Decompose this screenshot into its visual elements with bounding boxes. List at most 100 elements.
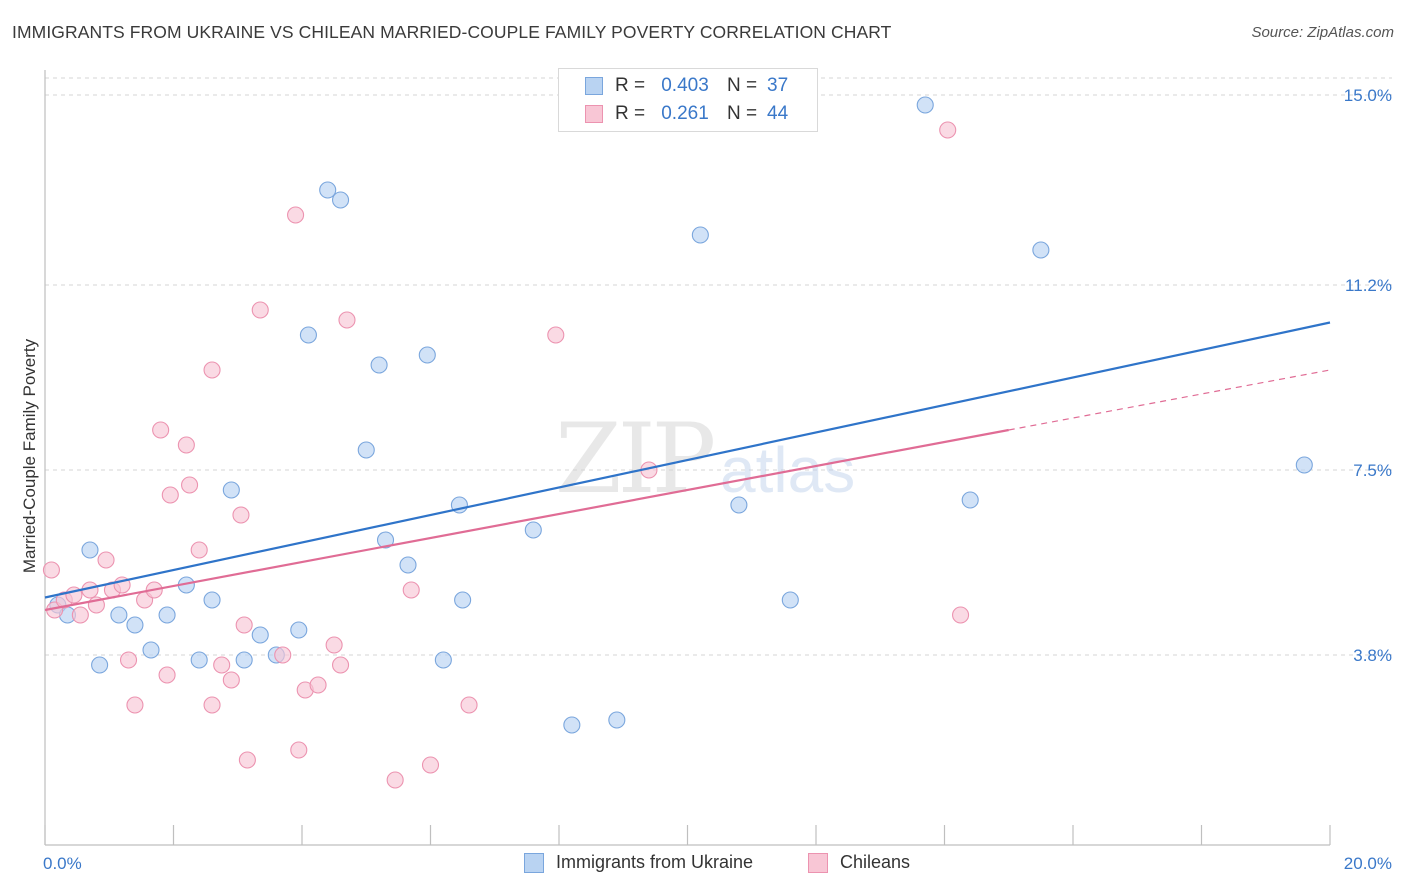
chile-point xyxy=(290,741,308,759)
chile-point xyxy=(119,651,138,669)
chile-point xyxy=(287,206,305,224)
y-tick-label: 11.2% xyxy=(1345,276,1392,295)
ukraine-point xyxy=(961,491,979,509)
x-tick-label: 0.0% xyxy=(43,854,82,873)
chile-point xyxy=(158,666,176,684)
chile-point xyxy=(232,506,250,524)
legend-r-value: 0.261 xyxy=(661,103,709,124)
chile-point xyxy=(203,361,221,379)
legend-swatch-chile xyxy=(585,105,603,123)
chile-point xyxy=(213,656,231,674)
chile-point xyxy=(309,676,327,694)
ukraine-point xyxy=(1295,456,1313,474)
y-tick-label: 7.5% xyxy=(1353,461,1392,480)
chile-trend-line xyxy=(44,428,1009,612)
ukraine-point xyxy=(158,606,176,624)
ukraine-point xyxy=(608,711,626,729)
chile-point xyxy=(42,561,60,579)
chile-point xyxy=(402,581,420,599)
chile-point xyxy=(952,606,970,624)
chile-point xyxy=(126,696,144,714)
legend-row-chile: R = 0.261 N = 44 xyxy=(559,100,788,128)
ukraine-point xyxy=(299,326,317,344)
chile-point xyxy=(190,541,208,559)
chile-point xyxy=(274,646,292,664)
ukraine-point xyxy=(126,616,144,634)
legend-r-label: R = xyxy=(615,75,646,96)
ukraine-point xyxy=(357,441,375,459)
watermark-atlas: atlas xyxy=(720,434,855,506)
legend-n-value: 37 xyxy=(767,75,789,96)
legend-n-value: 44 xyxy=(767,103,789,124)
ukraine-point xyxy=(331,191,350,209)
axes xyxy=(44,70,1331,846)
grid-lines xyxy=(45,77,1392,656)
x-tick-label: 20.0% xyxy=(1344,854,1392,873)
watermark: ZIP atlas xyxy=(555,403,855,515)
ukraine-point xyxy=(142,641,160,659)
chile-point xyxy=(939,121,957,139)
ukraine-point xyxy=(190,651,208,669)
chile-point xyxy=(235,616,253,634)
ukraine-point xyxy=(563,716,581,734)
ukraine-point xyxy=(691,226,709,244)
ukraine-point xyxy=(290,621,308,639)
chile-point xyxy=(203,696,221,714)
ukraine-point xyxy=(370,356,388,374)
legend-item-chile[interactable]: Chileans xyxy=(808,852,910,873)
legend-row-ukraine: R = 0.403 N = 37 xyxy=(559,72,788,100)
ukraine-trend-line xyxy=(44,321,1331,599)
ukraine-point xyxy=(203,591,221,609)
ukraine-point xyxy=(434,651,452,669)
legend-n-label: N = xyxy=(727,103,758,124)
ukraine-point xyxy=(418,346,436,364)
legend-n-label: N = xyxy=(727,75,758,96)
legend-r-label: R = xyxy=(615,103,646,124)
y-tick-label: 3.8% xyxy=(1353,646,1392,665)
ukraine-point xyxy=(81,541,99,559)
ukraine-point xyxy=(235,651,253,669)
chile-point xyxy=(181,476,199,494)
legend-r-value: 0.403 xyxy=(661,75,709,96)
tick-labels: 3.8% 7.5% 11.2% 15.0% 0.0% 20.0% xyxy=(43,86,1392,873)
legend-swatch-chile xyxy=(808,852,828,873)
ukraine-point xyxy=(781,591,799,609)
chile-point xyxy=(238,751,256,769)
chile-point xyxy=(386,771,404,789)
trend-lines xyxy=(44,321,1331,612)
chile-point xyxy=(222,671,240,689)
legend-swatch-ukraine xyxy=(524,852,544,873)
chile-point xyxy=(338,311,356,329)
ukraine-point xyxy=(319,181,337,199)
chile-point xyxy=(547,326,565,344)
chile-point xyxy=(460,696,478,714)
chile-point xyxy=(331,656,350,674)
data-points xyxy=(42,96,1313,789)
ukraine-point xyxy=(454,591,472,609)
y-axis-label: Married-Couple Family Poverty xyxy=(20,338,39,573)
legend-label-ukraine: Immigrants from Ukraine xyxy=(556,852,754,872)
legend-swatch-ukraine xyxy=(585,77,603,95)
chile-point xyxy=(161,486,179,504)
y-tick-label: 15.0% xyxy=(1344,86,1392,105)
chile-point xyxy=(421,756,440,774)
chile-point xyxy=(325,636,343,654)
ukraine-point xyxy=(376,531,395,549)
chart-source: Source: ZipAtlas.com xyxy=(1251,24,1394,41)
legend-series: Immigrants from Ukraine Chileans xyxy=(0,852,1406,878)
ukraine-point xyxy=(399,556,417,574)
ukraine-point xyxy=(1032,241,1050,259)
ukraine-point xyxy=(251,626,269,644)
chile-point xyxy=(71,606,89,624)
chile-trend-extension xyxy=(1008,369,1331,431)
chart-title: IMMIGRANTS FROM UKRAINE VS CHILEAN MARRI… xyxy=(12,22,892,42)
ukraine-point xyxy=(222,481,240,499)
ukraine-point xyxy=(524,521,542,539)
legend-item-ukraine[interactable]: Immigrants from Ukraine xyxy=(524,852,753,873)
legend-label-chile: Chileans xyxy=(840,852,911,872)
ukraine-point xyxy=(730,496,748,514)
chile-point xyxy=(97,551,115,569)
ukraine-point xyxy=(110,606,128,624)
chile-point xyxy=(251,301,269,319)
